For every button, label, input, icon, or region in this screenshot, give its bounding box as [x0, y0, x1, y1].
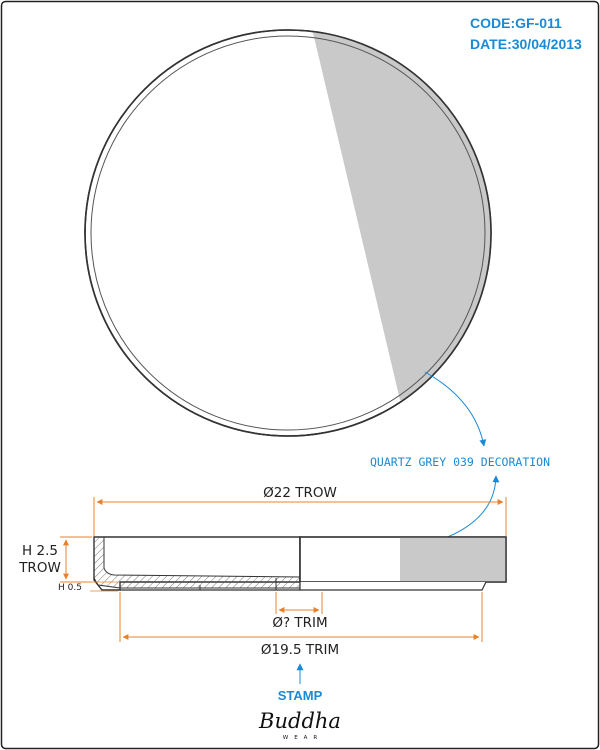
callout-arrow-side: [439, 475, 500, 541]
base-trim-label: Ø19.5 TRIM: [261, 642, 339, 658]
code-label: CODE:GF-011: [470, 15, 562, 31]
plate-side-view: [93, 536, 507, 591]
height-label-line1: H 2.5: [22, 543, 58, 559]
base-height-label: H 0.5: [58, 583, 82, 593]
stamp-label: STAMP: [278, 688, 323, 703]
inner-trim-label: Ø? TRIM: [272, 615, 327, 631]
overall-diameter-dimension: [93, 497, 507, 536]
callout-arrow-top: [424, 371, 487, 447]
base-height-dimension: [90, 581, 118, 592]
brand-logo: Buddha WEAR: [258, 709, 341, 741]
svg-text:WEAR: WEAR: [283, 735, 324, 741]
inner-trim-dimension: [275, 592, 323, 614]
svg-text:Buddha: Buddha: [258, 709, 341, 733]
height-label-line2: TROW: [18, 560, 61, 576]
base-trim-dimension: [119, 592, 483, 642]
height-dimension: [60, 536, 92, 583]
plate-top-view: [84, 29, 492, 437]
section-hatch: [93, 536, 301, 589]
decoration-area-side: [400, 537, 506, 582]
date-label: DATE:30/04/2013: [470, 36, 582, 52]
decoration-callout-text: QUARTZ GREY 039 DECORATION: [370, 455, 550, 469]
overall-diameter-label: Ø22 TROW: [263, 485, 337, 501]
